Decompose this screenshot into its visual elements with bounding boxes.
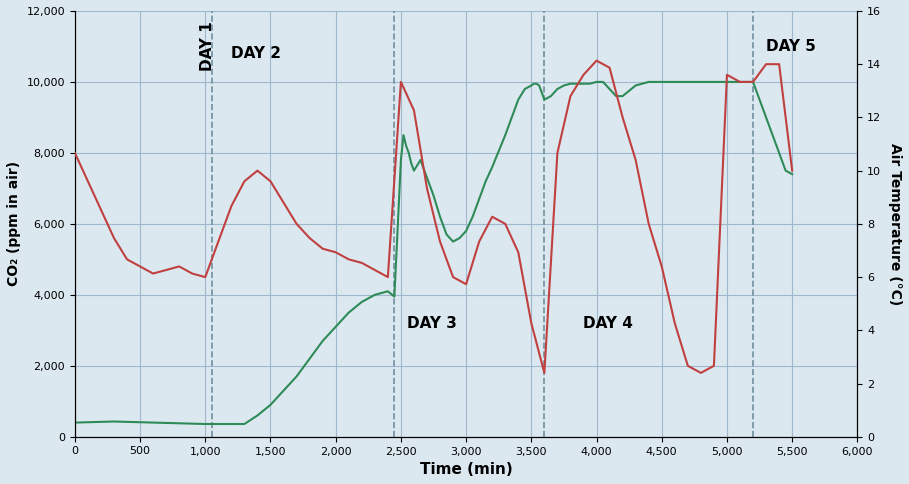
X-axis label: Time (min): Time (min) [420,462,513,477]
Text: DAY 4: DAY 4 [584,316,634,331]
Y-axis label: CO₂ (ppm in air): CO₂ (ppm in air) [7,161,21,287]
Text: DAY 5: DAY 5 [766,39,816,54]
Y-axis label: Air Temperature (°C): Air Temperature (°C) [888,143,902,305]
Text: DAY 1: DAY 1 [200,22,215,71]
Text: DAY 2: DAY 2 [232,46,282,61]
Text: DAY 3: DAY 3 [407,316,457,331]
